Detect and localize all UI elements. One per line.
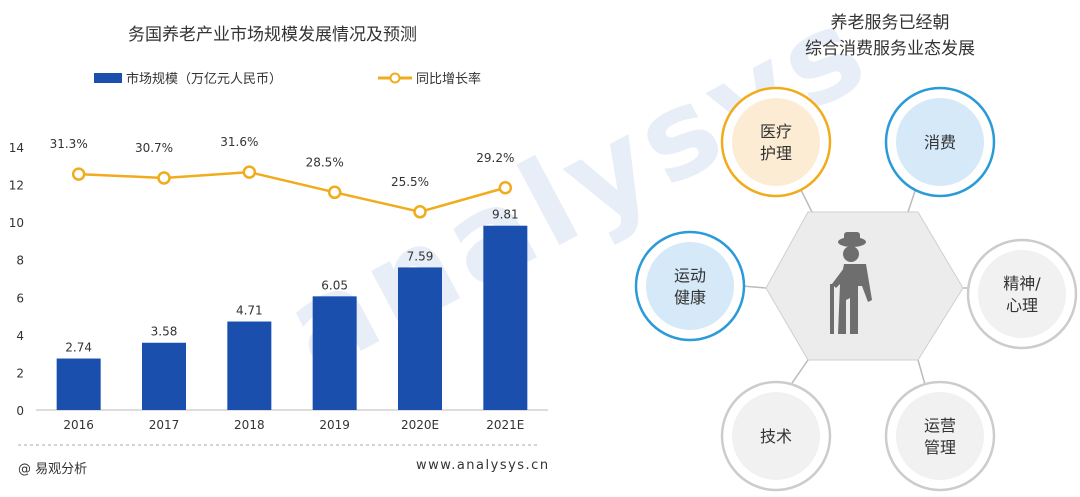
growth-rate-label: 31.3% (50, 137, 88, 151)
chart-title: 务国养老产业市场规模发展情况及预测 (128, 25, 417, 45)
node-label: 精神/ (1003, 274, 1041, 293)
y-tick-label: 12 (9, 179, 24, 193)
source-label: @ 易观分析 (18, 462, 88, 477)
y-tick-label: 4 (16, 329, 24, 343)
growth-rate-label: 30.7% (135, 141, 173, 155)
bar (312, 296, 357, 410)
diagram-title-line2: 综合消费服务业态发展 (805, 39, 975, 59)
consumption-node: 消费 (884, 86, 996, 198)
connector-line (789, 359, 809, 387)
y-tick-label: 6 (16, 291, 24, 305)
y-axis: 0 2 4 6 8 10 12 14 (9, 141, 548, 418)
mental-node: 精神/心理 (966, 238, 1078, 350)
bar-value-label: 7.59 (407, 249, 434, 263)
x-tick-label: 2017 (149, 418, 180, 432)
node-label: 技术 (760, 427, 792, 446)
bar (483, 225, 528, 410)
growth-rate-point (327, 185, 342, 200)
y-tick-label: 10 (9, 216, 24, 230)
legend-bar-label: 市场规模（万亿元人民币） (126, 72, 283, 87)
connector-line (799, 187, 813, 213)
legend-bar-swatch (94, 72, 122, 83)
bar-value-label: 4.71 (236, 304, 263, 318)
bar (142, 342, 186, 410)
connector-line (907, 187, 917, 213)
legend-bar: 市场规模（万亿元人民币） (94, 68, 282, 87)
x-tick-label: 2021E (486, 418, 524, 432)
node-fill (732, 98, 820, 186)
growth-rate-point (157, 171, 171, 185)
growth-rate-label: 31.6% (220, 135, 258, 149)
node-fill (896, 392, 984, 480)
x-tick-label: 2016 (63, 418, 94, 432)
line-series: 31.3% 30.7% 31.6% 28.5% 25.5% 29.2% (50, 135, 514, 219)
y-tick-label: 14 (9, 141, 24, 155)
node-label: 医疗 (760, 122, 792, 141)
node-label: 运营 (924, 416, 956, 435)
node-label: 护理 (760, 144, 792, 163)
growth-rate-line (78, 170, 506, 214)
node-label: 心理 (1006, 296, 1038, 315)
x-axis: 2016 2017 2018 2019 2020E 2021E (63, 418, 524, 432)
source-url: www.analysys.cn (416, 458, 550, 473)
node-label: 管理 (924, 438, 956, 457)
growth-rate-label: 28.5% (306, 155, 344, 169)
bar (56, 358, 101, 410)
legend-line-label: 同比增长率 (416, 72, 482, 87)
growth-rate-point (71, 167, 86, 181)
node-fill (896, 98, 984, 186)
bar (398, 267, 442, 410)
legend-line-swatch (378, 72, 412, 83)
connector-line (741, 285, 767, 289)
node-fill (732, 392, 820, 480)
growth-rate-label: 29.2% (476, 151, 514, 165)
bar (227, 321, 272, 410)
tech-node: 技术 (720, 380, 832, 492)
y-tick-label: 2 (16, 366, 24, 380)
chart-plot: 0 2 4 6 8 10 12 14 2.74 3.58 4.71 6.05 7.59 9.81 31.… (9, 135, 548, 446)
bar-value-label: 2.74 (65, 341, 92, 355)
x-tick-label: 2019 (319, 418, 350, 432)
elderly-person-with-cane-icon (830, 232, 872, 334)
growth-rate-point (498, 181, 513, 195)
bar-series: 2.74 3.58 4.71 6.05 7.59 9.81 (56, 208, 528, 410)
node-label: 健康 (674, 288, 706, 307)
growth-rate-label: 25.5% (391, 175, 429, 189)
node-fill (646, 242, 734, 330)
node-label: 运动 (674, 266, 706, 285)
diagram-title-line1: 养老服务已经朝 (830, 13, 950, 33)
growth-rate-point (242, 165, 257, 179)
bar-value-label: 3.58 (151, 325, 178, 339)
node-label: 消费 (924, 133, 956, 152)
growth-rate-point (413, 205, 427, 219)
x-tick-label: 2018 (234, 418, 265, 432)
bar-value-label: 9.81 (492, 208, 519, 222)
y-tick-label: 0 (16, 404, 24, 418)
y-tick-label: 8 (16, 254, 24, 268)
x-tick-label: 2020E (401, 418, 439, 432)
legend-line: 同比增长率 (378, 68, 481, 87)
bar-value-label: 6.05 (321, 278, 348, 292)
node-fill (978, 250, 1066, 338)
